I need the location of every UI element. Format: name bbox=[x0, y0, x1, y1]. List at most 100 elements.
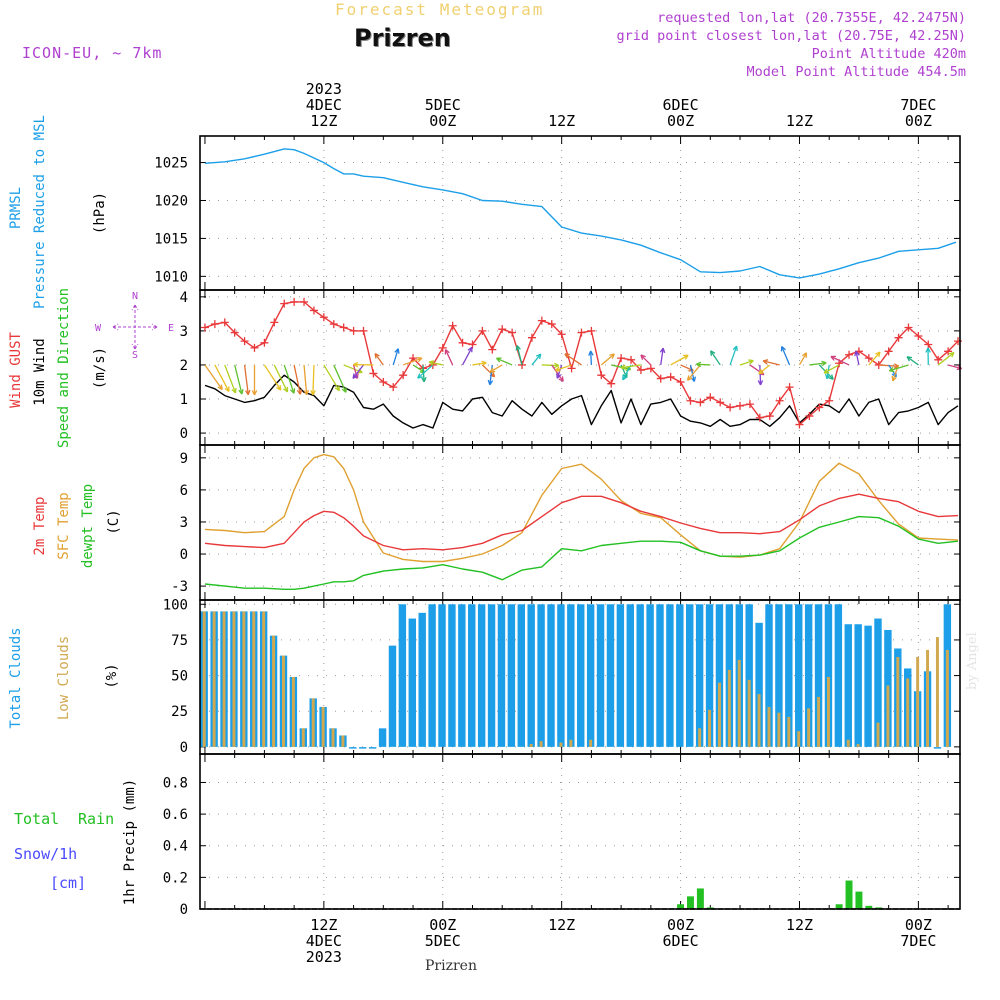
compass-rose bbox=[112, 304, 158, 350]
gridpoint-coords: grid point closest lon,lat (20.75E, 42.2… bbox=[616, 28, 967, 44]
low-cloud-bar bbox=[212, 611, 216, 747]
wind-arrow-head bbox=[696, 361, 702, 368]
total-cloud-bar bbox=[616, 604, 625, 747]
bottom-time-label: 6DEC bbox=[663, 932, 699, 950]
total-cloud-bar bbox=[477, 604, 486, 747]
wind-direction-arrow bbox=[564, 353, 582, 366]
low-cloud-bar bbox=[856, 744, 860, 747]
compass-south: S bbox=[132, 350, 138, 361]
speed-direction-label: Speed and Direction bbox=[56, 288, 72, 448]
wind-direction-arrow bbox=[462, 346, 473, 366]
point-altitude: Point Altitude 420m bbox=[811, 46, 966, 62]
wind-arrow-head bbox=[906, 356, 913, 362]
wind-direction-arrow bbox=[283, 364, 295, 394]
gust-marker bbox=[230, 328, 239, 337]
wind-direction-arrow bbox=[798, 352, 808, 366]
gust-marker bbox=[300, 297, 309, 306]
gust-marker bbox=[607, 379, 616, 388]
bottom-time-label: 5DEC bbox=[425, 932, 461, 950]
wind-direction-arrow bbox=[374, 353, 384, 366]
wind-direction-arrow bbox=[293, 364, 302, 395]
gust-marker bbox=[270, 318, 279, 327]
low-clouds-label: Low Clouds bbox=[56, 636, 72, 720]
total-cloud-bar bbox=[636, 604, 644, 747]
low-cloud-bar bbox=[539, 741, 543, 747]
gust-marker bbox=[438, 343, 447, 352]
low-cloud-bar bbox=[301, 728, 305, 747]
total-cloud-bar bbox=[438, 604, 446, 747]
model-label: ICON-EU, ~ 7km bbox=[22, 44, 163, 62]
wind-arrow-head bbox=[467, 346, 473, 353]
low-cloud-bar bbox=[767, 706, 771, 747]
top-time-label: 00Z bbox=[429, 112, 456, 130]
compass-north: N bbox=[132, 291, 138, 302]
gust-marker bbox=[577, 328, 586, 337]
clouds-ytick-label: 50 bbox=[171, 669, 188, 685]
wind-direction-arrow bbox=[333, 364, 347, 393]
gust-marker bbox=[894, 333, 903, 342]
total-cloud-bar bbox=[398, 604, 407, 747]
low-cloud-bar bbox=[926, 649, 930, 747]
gust-marker bbox=[815, 403, 824, 412]
requested-coords: requested lon,lat (20.7355E, 42.2475N) bbox=[657, 10, 966, 26]
total-cloud-bar bbox=[596, 604, 605, 747]
gust-marker bbox=[498, 325, 507, 334]
wind-arrow-head bbox=[421, 377, 427, 383]
gust-marker bbox=[716, 398, 725, 407]
top-time-label: 7DEC bbox=[900, 96, 936, 114]
total-cloud-bar bbox=[517, 604, 525, 747]
total-cloud-bar bbox=[656, 604, 664, 747]
gust-marker bbox=[260, 338, 269, 347]
gust-marker bbox=[765, 412, 774, 421]
wind-arrow-head bbox=[830, 355, 836, 361]
low-cloud-bar bbox=[589, 739, 593, 747]
total-cloud-bar bbox=[388, 645, 397, 747]
low-cloud-bar bbox=[569, 739, 573, 747]
top-time-label: 4DEC bbox=[306, 96, 342, 114]
total-cloud-bar bbox=[458, 604, 466, 747]
wind-arrow-head bbox=[824, 373, 831, 380]
wind-ytick-label: 4 bbox=[180, 290, 188, 306]
low-cloud-bar bbox=[341, 735, 345, 747]
precip-unit: 1hr Precip (mm) bbox=[122, 779, 138, 905]
wind-direction-arrow bbox=[312, 364, 315, 395]
gust-marker bbox=[785, 383, 794, 392]
bottom-time-label: 2023 bbox=[306, 948, 342, 966]
wind-arrow-head bbox=[556, 373, 562, 379]
total-cloud-bar bbox=[804, 604, 813, 747]
top-time-label: 12Z bbox=[548, 112, 575, 130]
low-cloud-bar bbox=[797, 731, 801, 747]
gust-marker bbox=[636, 366, 645, 375]
temperature-ytick-label: 9 bbox=[180, 451, 188, 467]
wind-arrow-head bbox=[854, 350, 860, 357]
pressure-unit: (hPa) bbox=[92, 192, 108, 234]
total-cloud-bar bbox=[666, 604, 674, 747]
total-cloud-bar bbox=[755, 622, 763, 747]
wind-arrow-head bbox=[555, 366, 561, 372]
model-altitude: Model Point Altitude 454.5m bbox=[746, 64, 966, 80]
wind-arrow-head bbox=[925, 347, 931, 353]
gust-marker bbox=[290, 297, 299, 306]
gust-marker bbox=[924, 340, 933, 349]
gust-marker bbox=[488, 345, 497, 354]
wind-arrow-head bbox=[588, 350, 594, 356]
rain-bar bbox=[696, 888, 704, 909]
pressure-msl-label: Pressure Reduced to MSL bbox=[32, 115, 48, 309]
bottom-time-label: 4DEC bbox=[306, 932, 342, 950]
gust-marker bbox=[864, 354, 873, 363]
low-cloud-bar bbox=[916, 657, 920, 747]
bottom-time-label: 12Z bbox=[786, 916, 813, 934]
total-cloud-bar bbox=[557, 604, 565, 747]
clouds-ytick-label: 100 bbox=[163, 597, 188, 613]
wind-direction-arrow bbox=[481, 364, 496, 378]
low-cloud-bar bbox=[698, 728, 702, 747]
total-cloud-bar bbox=[586, 604, 595, 747]
total-cloud-bar bbox=[785, 604, 793, 747]
wind-direction-arrow bbox=[729, 345, 738, 366]
wind-arrow-head bbox=[416, 356, 423, 363]
wind-direction-arrow bbox=[830, 355, 850, 366]
clouds-ytick-label: 0 bbox=[180, 740, 188, 756]
wind-direction-arrow bbox=[600, 353, 615, 366]
total-cloud-bar bbox=[686, 604, 694, 747]
total-cloud-bar bbox=[765, 604, 773, 747]
